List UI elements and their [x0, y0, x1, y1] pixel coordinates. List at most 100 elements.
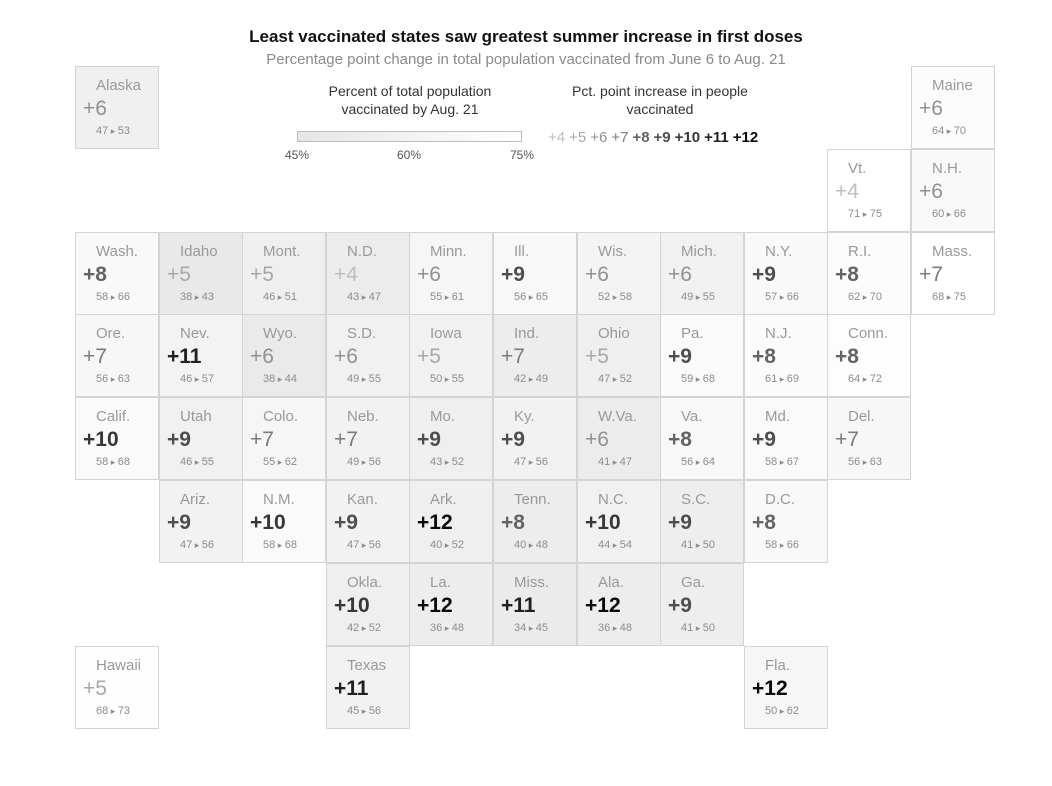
state-increase: +6	[250, 345, 274, 368]
state-aug-value: 75	[953, 291, 967, 303]
state-name: Tenn.	[514, 491, 551, 508]
state-name: Utah	[180, 408, 212, 425]
state-june-value: 47	[347, 539, 360, 551]
state-range: 50 ▸ 62	[765, 705, 799, 717]
arrow-right-icon: ▸	[526, 292, 536, 302]
state-increase: +7	[250, 428, 274, 451]
state-range: 41 ▸ 50	[681, 622, 715, 634]
state-increase: +7	[835, 428, 859, 451]
state-june-value: 59	[681, 373, 694, 385]
arrow-right-icon: ▸	[442, 457, 452, 467]
arrow-right-icon: ▸	[275, 540, 285, 550]
state-tile: Calif. +10 58 ▸ 68	[75, 397, 159, 480]
state-increase: +12	[585, 594, 621, 617]
map-subtitle: Percentage point change in total populat…	[266, 51, 786, 68]
state-aug-value: 56	[368, 705, 382, 717]
state-june-value: 46	[263, 291, 276, 303]
state-tile: R.I. +8 62 ▸ 70	[827, 232, 911, 315]
state-name: Ore.	[96, 325, 126, 342]
state-name: S.D.	[347, 325, 377, 342]
state-name: Kan.	[347, 491, 378, 508]
state-increase: +9	[668, 594, 692, 617]
state-name: Mo.	[430, 408, 456, 425]
state-aug-value: 43	[201, 291, 215, 303]
state-name: Okla.	[347, 574, 383, 591]
state-aug-value: 66	[786, 539, 800, 551]
state-tile: Nev. +11 46 ▸ 57	[159, 314, 243, 397]
arrow-right-icon: ▸	[860, 374, 870, 384]
legend-increase-value: +11	[704, 129, 729, 146]
state-aug-value: 65	[535, 291, 549, 303]
state-tile: N.H. +6 60 ▸ 66	[911, 149, 995, 232]
state-name: N.D.	[347, 243, 377, 260]
state-tile: N.Y. +9 57 ▸ 66	[744, 232, 828, 315]
state-name: Ark.	[430, 491, 457, 508]
state-june-value: 68	[96, 705, 109, 717]
arrow-right-icon: ▸	[610, 623, 620, 633]
state-range: 45 ▸ 56	[347, 705, 381, 717]
state-tile: Mo. +9 43 ▸ 52	[409, 397, 493, 480]
state-range: 42 ▸ 52	[347, 622, 381, 634]
state-june-value: 34	[514, 622, 527, 634]
state-tile: Wis. +6 52 ▸ 58	[577, 232, 661, 315]
state-june-value: 36	[598, 622, 611, 634]
state-june-value: 46	[180, 373, 193, 385]
legend-increase-scale: +4 +5 +6 +7 +8 +9 +10 +11 +12	[548, 129, 762, 146]
state-range: 58 ▸ 66	[765, 539, 799, 551]
legend-tick-75: 75%	[509, 148, 535, 162]
state-increase: +8	[752, 511, 776, 534]
state-name: Calif.	[96, 408, 131, 425]
arrow-right-icon: ▸	[944, 292, 954, 302]
state-aug-value: 68	[702, 373, 716, 385]
legend-increase-value: +8	[632, 129, 650, 146]
legend-increase-value: +12	[732, 129, 759, 146]
state-increase: +4	[334, 263, 358, 286]
state-june-value: 47	[96, 125, 109, 137]
state-aug-value: 48	[535, 539, 549, 551]
legend-increase-value: +6	[590, 129, 608, 146]
arrow-right-icon: ▸	[359, 540, 369, 550]
map-title: Least vaccinated states saw greatest sum…	[249, 27, 803, 46]
state-tile: Miss. +11 34 ▸ 45	[493, 563, 577, 646]
state-name: Conn.	[848, 325, 889, 342]
state-june-value: 64	[932, 125, 945, 137]
arrow-right-icon: ▸	[526, 623, 536, 633]
state-range: 43 ▸ 52	[430, 456, 464, 468]
state-increase: +9	[668, 345, 692, 368]
state-increase: +6	[417, 263, 441, 286]
state-tile: Ark. +12 40 ▸ 52	[409, 480, 493, 563]
state-increase: +5	[417, 345, 441, 368]
state-tile: Mich. +6 49 ▸ 55	[660, 232, 744, 315]
state-range: 46 ▸ 55	[180, 456, 214, 468]
state-increase: +9	[501, 263, 525, 286]
state-tile: Ky. +9 47 ▸ 56	[493, 397, 577, 480]
legend-increase-title-line1: Pct. point increase in people	[572, 83, 748, 99]
legend-percent-title: Percent of total population vaccinated b…	[296, 82, 524, 118]
state-june-value: 46	[180, 456, 193, 468]
state-increase: +10	[585, 511, 621, 534]
arrow-right-icon: ▸	[610, 292, 620, 302]
state-increase: +8	[668, 428, 692, 451]
legend-tick-60: 60%	[396, 148, 422, 162]
legend-percent-title-line2: vaccinated by Aug. 21	[341, 101, 479, 117]
state-tile: Maine +6 64 ▸ 70	[911, 66, 995, 149]
state-range: 41 ▸ 47	[598, 456, 632, 468]
state-range: 47 ▸ 56	[180, 539, 214, 551]
state-aug-value: 55	[201, 456, 215, 468]
state-name: Mont.	[263, 243, 301, 260]
state-tile: Colo. +7 55 ▸ 62	[242, 397, 326, 480]
state-name: Hawaii	[96, 657, 142, 674]
state-increase: +4	[835, 180, 859, 203]
state-tile: Ind. +7 42 ▸ 49	[493, 314, 577, 397]
arrow-right-icon: ▸	[442, 623, 452, 633]
state-name: Miss.	[514, 574, 549, 591]
state-june-value: 58	[96, 456, 109, 468]
state-aug-value: 67	[786, 456, 800, 468]
state-aug-value: 62	[786, 705, 800, 717]
state-tile: Ala. +12 36 ▸ 48	[577, 563, 661, 646]
state-increase: +10	[334, 594, 370, 617]
state-increase: +6	[668, 263, 692, 286]
state-range: 60 ▸ 66	[932, 208, 966, 220]
arrow-right-icon: ▸	[192, 540, 202, 550]
state-increase: +9	[334, 511, 358, 534]
